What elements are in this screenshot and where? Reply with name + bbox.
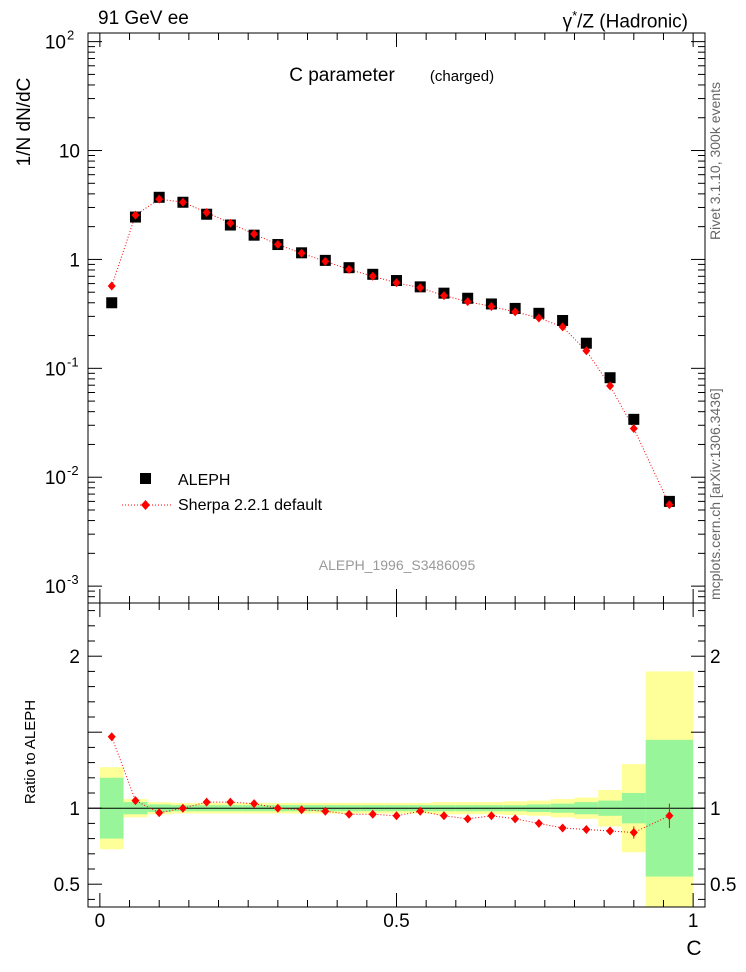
ratio-point-sherpa	[439, 811, 448, 821]
ratio-point-sherpa	[606, 826, 615, 836]
ratio-point-sherpa	[511, 814, 520, 824]
y-tick-label: 10	[45, 468, 66, 489]
ratio-point-sherpa	[250, 799, 259, 809]
mc-point-sherpa	[665, 500, 674, 510]
ratio-point-sherpa	[321, 806, 330, 816]
chart-title: C parameter	[289, 65, 395, 86]
y-tick-label: 10	[59, 142, 80, 163]
chart-subtitle: (charged)	[430, 68, 494, 85]
mc-point-sherpa	[131, 210, 140, 220]
ratio-tick-label-right: 2	[710, 647, 721, 668]
x-tick-label: 0.5	[383, 911, 409, 932]
mc-point-sherpa	[487, 301, 496, 311]
mc-point-sherpa	[178, 197, 187, 207]
top-left-label: 91 GeV ee	[98, 8, 189, 29]
mc-point-sherpa	[582, 346, 591, 356]
mc-point-sherpa	[534, 313, 543, 323]
y-tick-label: 1	[69, 250, 80, 271]
main-marks-layer	[106, 191, 675, 510]
ratio-tick-label-left: 0.5	[54, 875, 80, 896]
ratio-tick-label-right: 0.5	[710, 875, 736, 896]
top-right-label-star: *	[572, 8, 578, 23]
x-tick-label: 1	[688, 911, 699, 932]
data-point-aleph	[604, 372, 616, 384]
mc-point-sherpa	[155, 194, 164, 204]
mc-point-sherpa	[511, 307, 520, 317]
main-panel-frame	[87, 32, 706, 604]
ratio-point-sherpa	[665, 811, 674, 821]
data-point-aleph	[106, 297, 118, 309]
ratio-point-sherpa	[392, 811, 401, 821]
top-right-label-rest: /Z (Hadronic)	[577, 11, 688, 33]
mc-point-sherpa	[439, 291, 448, 301]
ratio-point-sherpa	[463, 814, 472, 824]
mc-point-sherpa	[226, 218, 235, 228]
ratio-point-sherpa	[487, 811, 496, 821]
ratio-point-sherpa	[297, 805, 306, 815]
mc-point-sherpa	[107, 281, 116, 291]
legend: ALEPH Sherpa 2.2.1 default	[122, 472, 323, 514]
y-tick-label-exponent: -2	[67, 463, 79, 478]
ratio-point-sherpa	[629, 828, 638, 838]
mc-point-sherpa	[463, 297, 472, 307]
side-label-rivet: Rivet 3.1.10, 300k events	[707, 82, 723, 240]
y-tick-label-exponent: -3	[67, 572, 79, 587]
ratio-y-axis-label: Ratio to ALEPH	[22, 700, 39, 804]
ratio-point-sherpa	[534, 818, 543, 828]
legend-label-sherpa: Sherpa 2.2.1 default	[178, 497, 323, 514]
ratio-point-sherpa	[582, 824, 591, 834]
ratio-point-sherpa	[345, 809, 354, 819]
mc-point-sherpa	[202, 207, 211, 217]
ratio-point-sherpa	[226, 797, 235, 807]
ratio-point-sherpa	[107, 732, 116, 742]
mc-point-sherpa	[558, 322, 567, 332]
mc-point-sherpa	[629, 424, 638, 434]
ratio-tick-label-left: 1	[69, 799, 80, 820]
mc-point-sherpa	[297, 248, 306, 258]
mc-point-sherpa	[250, 229, 259, 239]
y-tick-label: 10	[45, 33, 66, 54]
ratio-uncertainty-bands	[99, 671, 694, 907]
y-tick-label-exponent: -1	[67, 354, 79, 369]
watermark-label: ALEPH_1996_S3486095	[319, 557, 476, 573]
mc-point-sherpa	[368, 271, 377, 281]
legend-marker-sherpa	[141, 500, 150, 510]
top-right-label: γ*/Z (Hadronic)	[563, 8, 688, 33]
ratio-point-sherpa	[273, 803, 282, 813]
ratio-point-sherpa	[155, 808, 164, 818]
ratio-panel-frame	[87, 602, 706, 908]
mc-point-sherpa	[392, 278, 401, 288]
top-right-label-gamma: γ	[562, 11, 573, 33]
ratio-marks-layer	[107, 732, 674, 839]
ratio-point-sherpa	[368, 809, 377, 819]
ratio-tick-label-left: 2	[69, 647, 80, 668]
mc-point-sherpa	[416, 283, 425, 293]
ratio-tick-label-right: 1	[710, 799, 721, 820]
data-point-aleph	[580, 337, 592, 349]
data-point-aleph	[557, 314, 569, 326]
y-axis-label: 1/N dN/dC	[14, 78, 35, 167]
ratio-point-sherpa	[202, 797, 211, 807]
ratio-point-sherpa	[131, 796, 140, 806]
x-tick-label: 0	[95, 911, 106, 932]
mc-point-sherpa	[606, 381, 615, 391]
y-tick-label: 10	[45, 577, 66, 598]
data-point-aleph	[533, 307, 545, 319]
ratio-point-sherpa	[178, 803, 187, 813]
mc-point-sherpa	[345, 264, 354, 274]
labels-layer: C parameter (charged) ALEPH_1996_S348609…	[14, 65, 702, 960]
ratio-point-sherpa	[416, 806, 425, 816]
ratio-point-sherpa	[558, 823, 567, 833]
mc-point-sherpa	[273, 240, 282, 250]
data-point-aleph	[628, 413, 640, 425]
legend-label-aleph: ALEPH	[178, 472, 230, 489]
legend-marker-aleph	[140, 473, 151, 484]
mc-point-sherpa	[321, 256, 330, 266]
y-tick-label-exponent: 2	[67, 28, 74, 43]
side-label-mcplots: mcplots.cern.ch [arXiv:1306.3436]	[707, 388, 723, 600]
x-axis-label: C	[686, 937, 701, 960]
y-tick-label: 10	[45, 359, 66, 380]
